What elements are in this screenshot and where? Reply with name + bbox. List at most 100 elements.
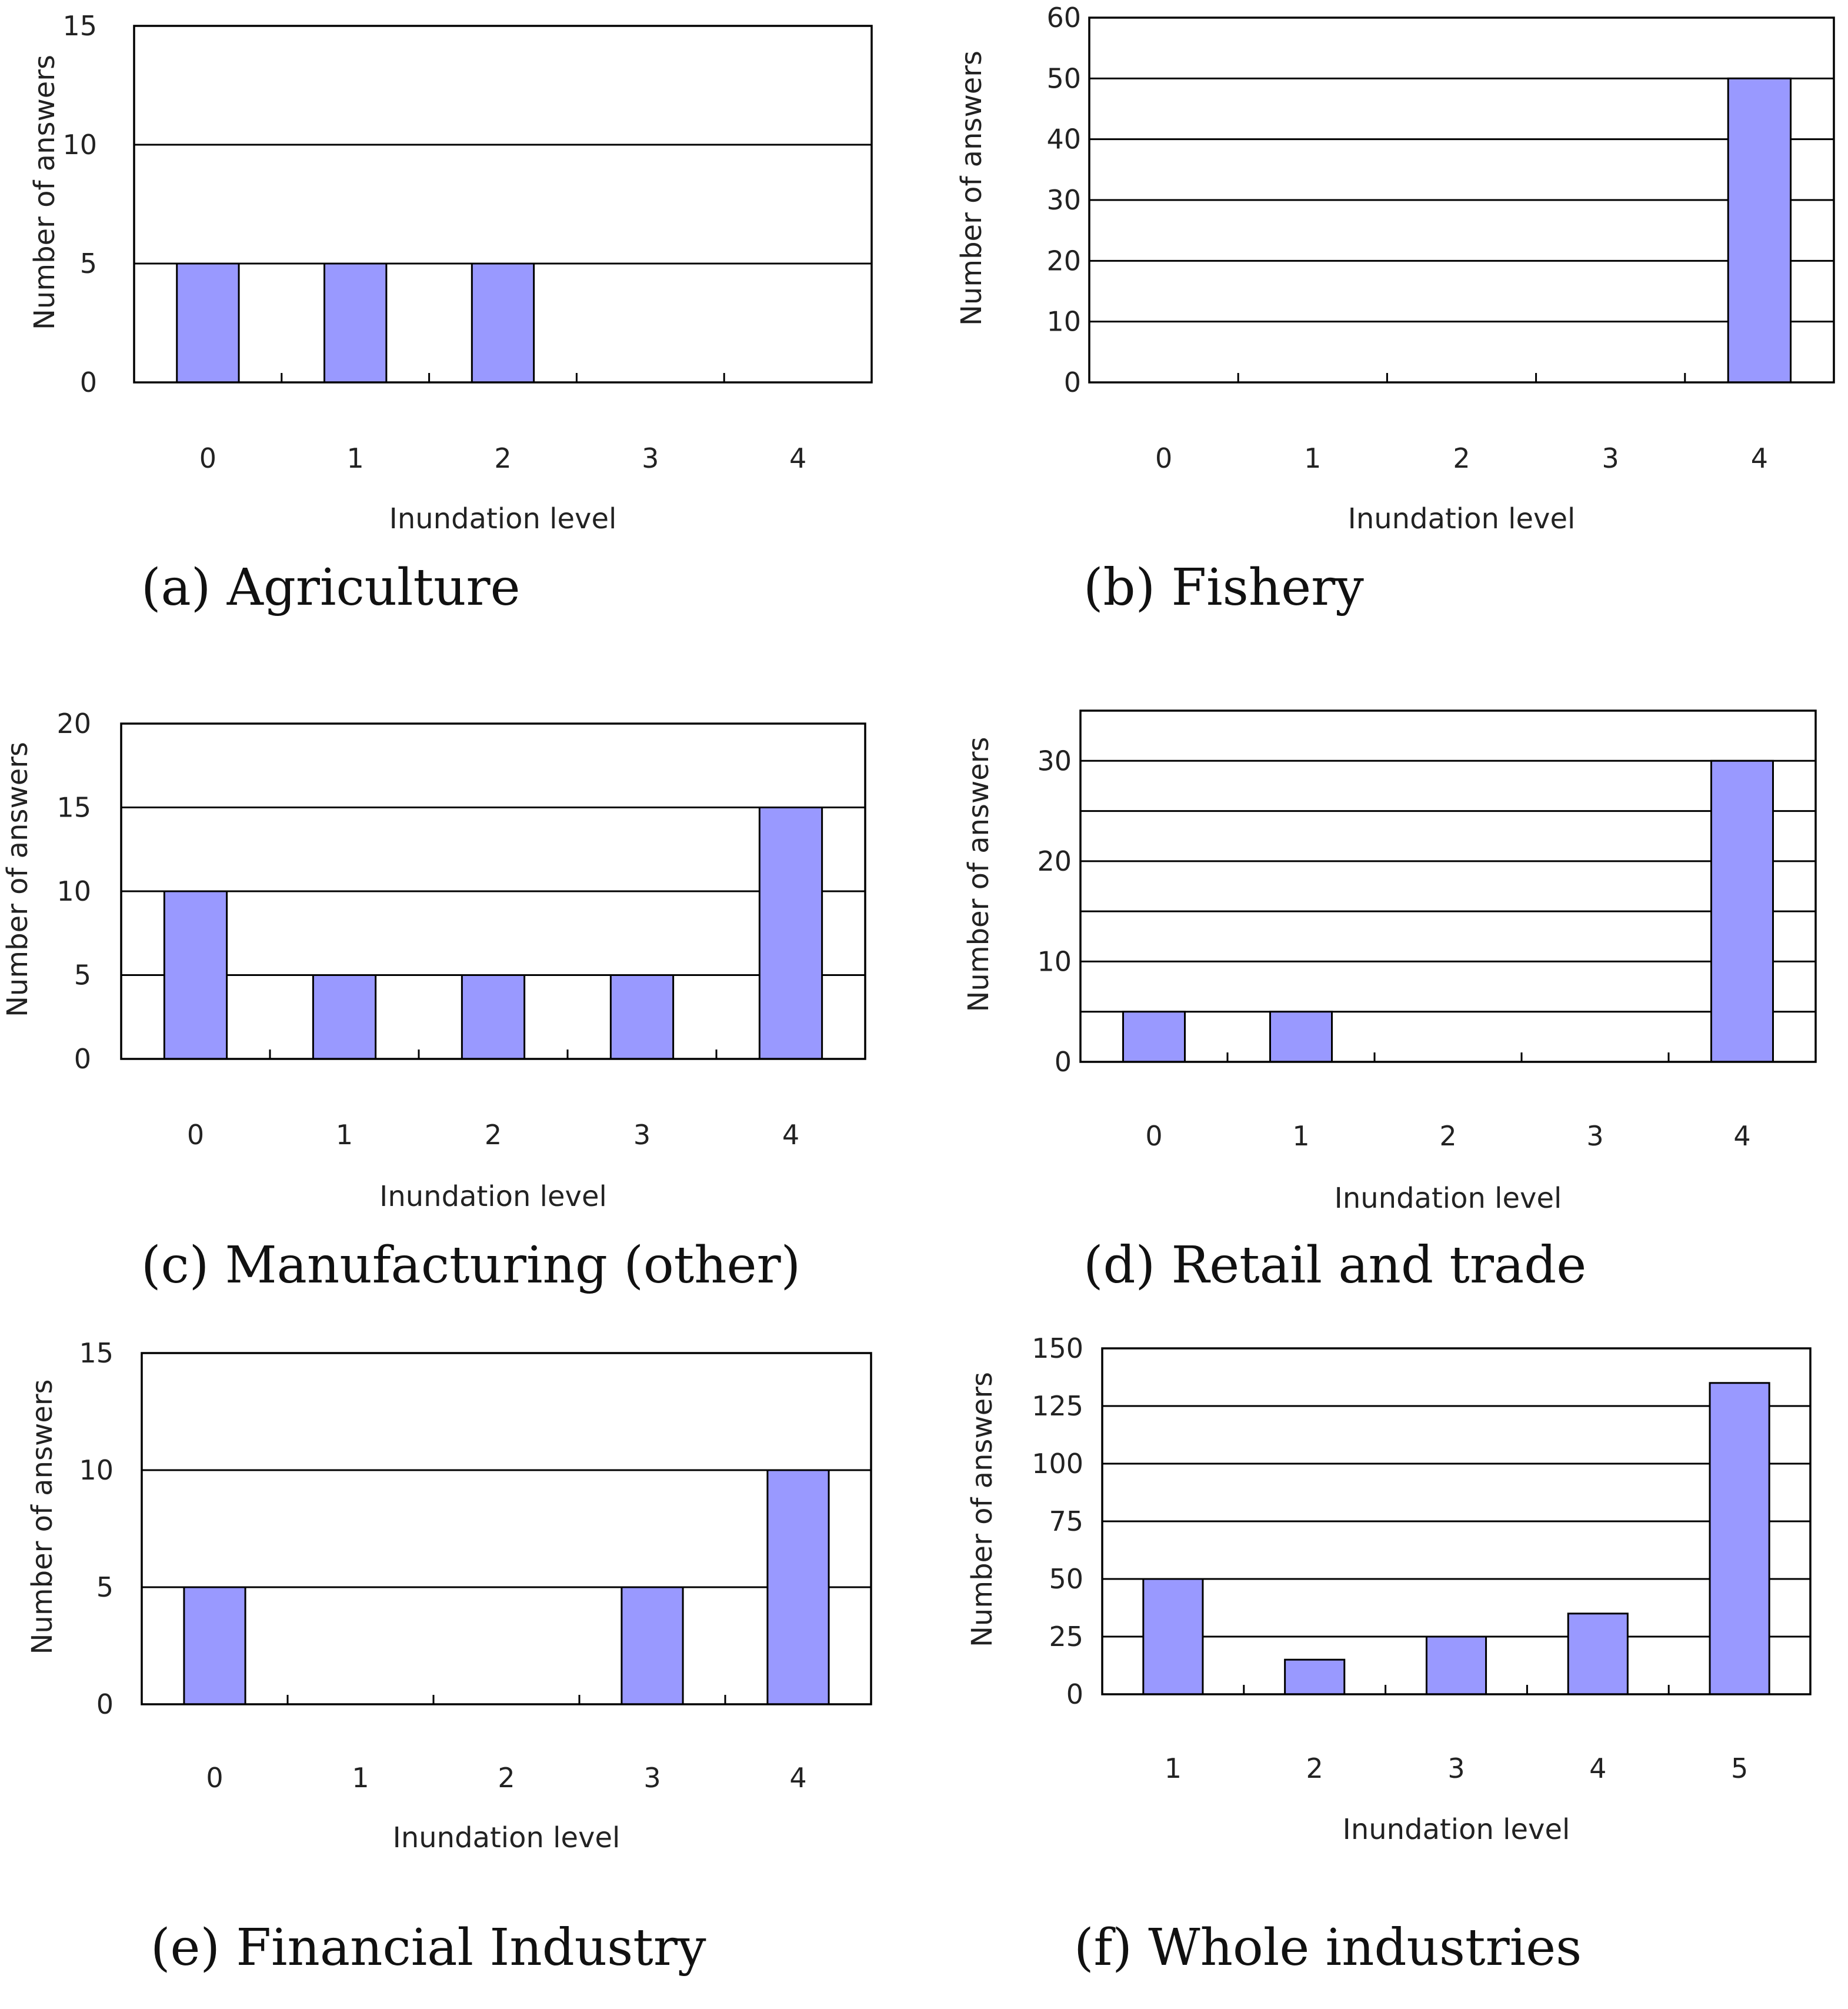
chart-e-x-axis-label: Inundation level <box>393 1821 621 1854</box>
chart-a-x-tick-label: 1 <box>347 442 364 474</box>
chart-d-x-tick-label: 0 <box>1145 1120 1162 1152</box>
chart-e-x-tick-label: 1 <box>352 1762 369 1794</box>
chart-b-x-tick-label: 2 <box>1453 442 1470 474</box>
chart-c-bar-2 <box>461 974 526 1060</box>
chart-b-y-tick-label: 20 <box>1046 245 1081 276</box>
chart-a-x-tick-label: 0 <box>199 442 216 474</box>
chart-c-x-tick-label: 3 <box>633 1119 651 1151</box>
chart-d-x-tick-label: 3 <box>1586 1120 1603 1152</box>
chart-f-x-tick-label: 1 <box>1165 1753 1182 1784</box>
chart-c-y-axis-label: Number of answers <box>1 742 34 1017</box>
chart-d-caption: (d) Retail and trade <box>1083 1236 1586 1295</box>
chart-d-y-axis-label: Number of answers <box>962 737 995 1012</box>
chart-c-x-tick-label: 4 <box>782 1119 799 1151</box>
chart-b-x-tick-label: 0 <box>1155 442 1172 474</box>
chart-b-y-tick-label: 60 <box>1046 2 1081 34</box>
chart-c-x-axis-label: Inundation level <box>379 1180 607 1213</box>
chart-c-y-tick-label: 10 <box>56 875 91 907</box>
chart-c-x-tick-label: 2 <box>485 1119 502 1151</box>
chart-d-bar-1 <box>1269 1011 1333 1063</box>
chart-e-y-tick-label: 5 <box>96 1571 114 1603</box>
chart-e-y-tick-label: 15 <box>79 1337 114 1369</box>
chart-a-bar-0 <box>176 262 240 384</box>
chart-b-y-tick-label: 50 <box>1046 62 1081 94</box>
chart-e-bar-0 <box>183 1586 246 1705</box>
chart-d-bar-0 <box>1122 1011 1186 1063</box>
chart-d-y-tick-label: 10 <box>1037 945 1072 977</box>
chart-e-y-axis-label: Number of answers <box>26 1380 59 1655</box>
chart-c-y-tick-label: 15 <box>56 792 91 824</box>
chart-c-plot-frame <box>120 722 866 1060</box>
chart-d-y-tick-label: 20 <box>1037 845 1072 877</box>
chart-d-x-axis-label: Inundation level <box>1335 1182 1562 1215</box>
chart-f-y-tick-label: 125 <box>1032 1390 1083 1422</box>
chart-b-y-tick-label: 30 <box>1046 184 1081 216</box>
chart-b-y-axis-label: Number of answers <box>955 51 988 326</box>
chart-f-y-tick-label: 150 <box>1032 1332 1083 1364</box>
chart-c-y-tick-label: 0 <box>74 1043 91 1075</box>
chart-f-bar-1 <box>1142 1578 1204 1695</box>
chart-b-x-axis-label: Inundation level <box>1348 502 1576 535</box>
chart-c-caption: (c) Manufacturing (other) <box>141 1236 800 1295</box>
chart-a-x-tick-label: 3 <box>642 442 659 474</box>
chart-a-y-axis-label: Number of answers <box>28 55 61 330</box>
chart-f-x-tick-label: 3 <box>1447 1753 1465 1784</box>
chart-a-y-tick-label: 5 <box>80 248 97 279</box>
chart-f: 0 25 50 75 100 125 150 1 2 3 4 5 Inundation level Num… <box>966 1332 1812 1977</box>
chart-b-x-tick-label: 1 <box>1304 442 1321 474</box>
chart-b-x-tick-label: 3 <box>1602 442 1619 474</box>
chart-f-bar-3 <box>1425 1635 1487 1695</box>
chart-e-x-tick-label: 2 <box>498 1762 515 1794</box>
chart-c-y-tick-label: 20 <box>56 708 91 739</box>
chart-d-y-tick-label: 0 <box>1055 1046 1072 1078</box>
chart-b-y-tick-label: 0 <box>1064 367 1081 398</box>
chart-e-caption: (e) Financial Industry <box>151 1918 706 1977</box>
chart-b-x-tick-label: 4 <box>1751 442 1768 474</box>
chart-c-x-tick-label: 0 <box>187 1119 204 1151</box>
chart-e-plot-frame <box>141 1352 872 1705</box>
chart-d-x-tick-label: 1 <box>1292 1120 1309 1152</box>
chart-e-y-tick-label: 10 <box>79 1454 114 1486</box>
chart-a-y-tick-label: 15 <box>62 10 97 42</box>
chart-a-caption: (a) Agriculture <box>141 558 521 617</box>
chart-b: 0 10 20 30 40 50 60 0 1 2 3 4 Inundation level Number… <box>955 2 1835 617</box>
chart-e-x-tick-label: 3 <box>643 1762 661 1794</box>
chart-a-bar-2 <box>471 262 535 384</box>
chart-d-x-tick-label: 4 <box>1733 1120 1750 1152</box>
chart-c-bar-1 <box>312 974 377 1060</box>
chart-c-x-tick-label: 1 <box>336 1119 353 1151</box>
chart-f-y-tick-label: 50 <box>1049 1563 1083 1595</box>
chart-b-y-tick-label: 40 <box>1046 124 1081 155</box>
chart-f-caption: (f) Whole industries <box>1074 1918 1582 1977</box>
chart-d: 0 10 20 30 0 1 2 3 4 Inundation level Number of an… <box>962 709 1817 1295</box>
chart-e-x-tick-label: 0 <box>206 1762 223 1794</box>
chart-f-bar-4 <box>1567 1612 1629 1695</box>
chart-a-x-axis-label: Inundation level <box>389 502 617 535</box>
chart-f-y-tick-label: 100 <box>1032 1448 1083 1480</box>
chart-a-plot-frame <box>133 25 873 384</box>
chart-f-x-tick-label: 2 <box>1306 1753 1323 1784</box>
chart-c-bar-3 <box>609 974 675 1060</box>
chart-e: 0 5 10 15 0 1 2 3 4 Inundation level Number of ans… <box>26 1337 872 1977</box>
chart-f-y-tick-label: 75 <box>1049 1505 1083 1537</box>
chart-a: 0 5 10 15 0 1 2 3 4 Inundation level Number of ans… <box>28 10 873 617</box>
chart-e-x-tick-label: 4 <box>789 1762 806 1794</box>
chart-f-x-tick-label: 5 <box>1731 1753 1748 1784</box>
chart-b-y-tick-label: 10 <box>1046 306 1081 338</box>
chart-c-bar-0 <box>163 890 228 1060</box>
chart-b-caption: (b) Fishery <box>1083 558 1364 617</box>
chart-f-bar-5 <box>1709 1382 1770 1695</box>
chart-c: 0 5 10 15 20 0 1 2 3 4 Inundation level Number of a… <box>1 708 866 1295</box>
chart-c-y-tick-label: 5 <box>74 959 91 991</box>
chart-e-bar-4 <box>766 1469 830 1705</box>
chart-b-plot-frame <box>1088 16 1835 384</box>
chart-c-bar-4 <box>758 807 823 1060</box>
chart-e-y-tick-label: 0 <box>96 1688 114 1720</box>
chart-a-y-tick-label: 0 <box>80 367 97 398</box>
chart-a-x-tick-label: 4 <box>789 442 806 474</box>
chart-f-plot-frame <box>1101 1347 1812 1695</box>
chart-d-x-tick-label: 2 <box>1439 1120 1456 1152</box>
chart-f-y-tick-label: 25 <box>1049 1621 1083 1652</box>
chart-a-bar-1 <box>323 262 388 384</box>
